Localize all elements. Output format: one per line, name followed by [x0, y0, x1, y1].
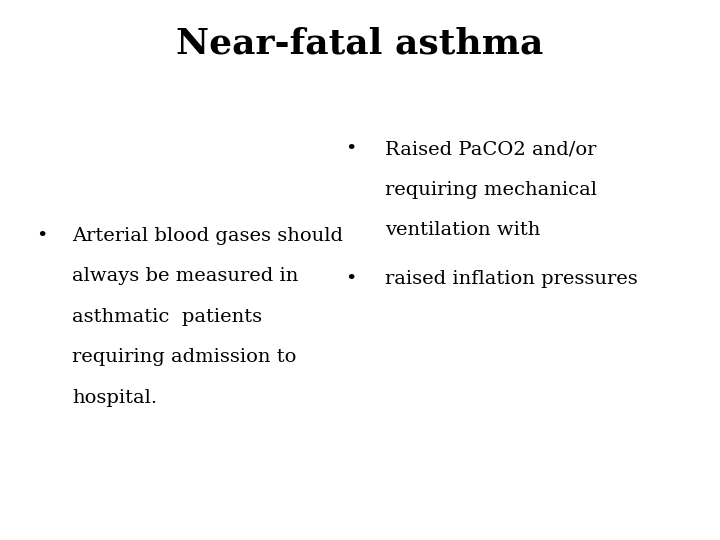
- Text: always be measured in: always be measured in: [72, 267, 298, 285]
- Text: •: •: [36, 227, 48, 245]
- Text: requiring admission to: requiring admission to: [72, 348, 297, 366]
- Text: •: •: [346, 270, 357, 288]
- Text: Raised PaCO2 and/or: Raised PaCO2 and/or: [385, 140, 597, 158]
- Text: requiring mechanical: requiring mechanical: [385, 181, 597, 199]
- Text: Arterial blood gases should: Arterial blood gases should: [72, 227, 343, 245]
- Text: ventilation with: ventilation with: [385, 221, 541, 239]
- Text: raised inflation pressures: raised inflation pressures: [385, 270, 638, 288]
- Text: Near-fatal asthma: Near-fatal asthma: [176, 27, 544, 61]
- Text: •: •: [346, 140, 357, 158]
- Text: asthmatic  patients: asthmatic patients: [72, 308, 262, 326]
- Text: hospital.: hospital.: [72, 389, 157, 407]
